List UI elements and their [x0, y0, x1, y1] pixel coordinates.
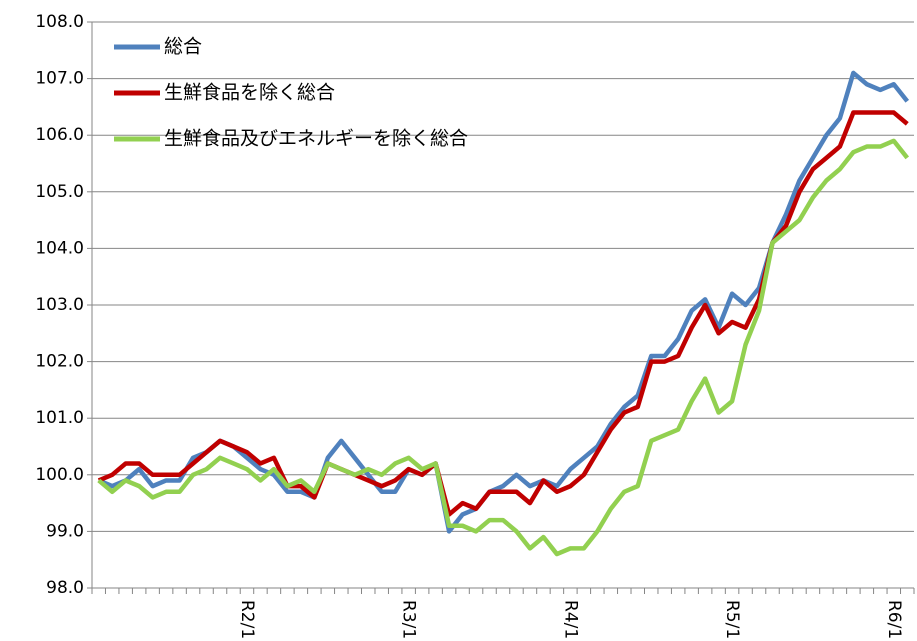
- x-tick-label: R3/1: [399, 600, 419, 639]
- y-tick-label: 107.0: [35, 69, 84, 89]
- y-tick-label: 101.0: [35, 408, 84, 428]
- y-tick-label: 106.0: [35, 125, 84, 145]
- series-line: [97, 110, 909, 517]
- y-tick-label: 102.0: [35, 352, 84, 372]
- y-tick-label: 103.0: [35, 295, 84, 315]
- x-tick-label: R4/1: [560, 600, 580, 639]
- y-tick-label: 104.0: [35, 238, 84, 258]
- y-tick-label: 100.0: [35, 465, 84, 485]
- y-tick-label: 99.0: [46, 521, 84, 541]
- legend-label: 生鮮食品及びエネルギーを除く総合: [164, 128, 468, 150]
- y-tick-label: 108.0: [35, 12, 84, 32]
- legend-label: 総合: [164, 36, 202, 58]
- x-tick-label: R2/1: [237, 600, 257, 639]
- y-tick-label: 105.0: [35, 182, 84, 202]
- series-line: [97, 138, 910, 557]
- y-tick-label: 98.0: [46, 578, 84, 598]
- x-tick-label: R6/1: [884, 600, 904, 639]
- legend-label: 生鮮食品を除く総合: [164, 82, 335, 104]
- x-tick-label: R5/1: [722, 600, 742, 639]
